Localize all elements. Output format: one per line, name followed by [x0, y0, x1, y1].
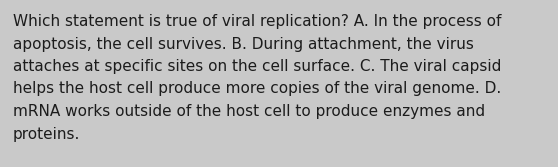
- Text: attaches at specific sites on the cell surface. C. The viral capsid: attaches at specific sites on the cell s…: [13, 59, 502, 74]
- Text: mRNA works outside of the host cell to produce enzymes and: mRNA works outside of the host cell to p…: [13, 104, 485, 119]
- Text: apoptosis, the cell survives. B. During attachment, the virus: apoptosis, the cell survives. B. During …: [13, 37, 474, 51]
- Text: Which statement is true of viral replication? A. In the process of: Which statement is true of viral replica…: [13, 14, 502, 29]
- Text: proteins.: proteins.: [13, 126, 80, 141]
- Text: helps the host cell produce more copies of the viral genome. D.: helps the host cell produce more copies …: [13, 81, 501, 97]
